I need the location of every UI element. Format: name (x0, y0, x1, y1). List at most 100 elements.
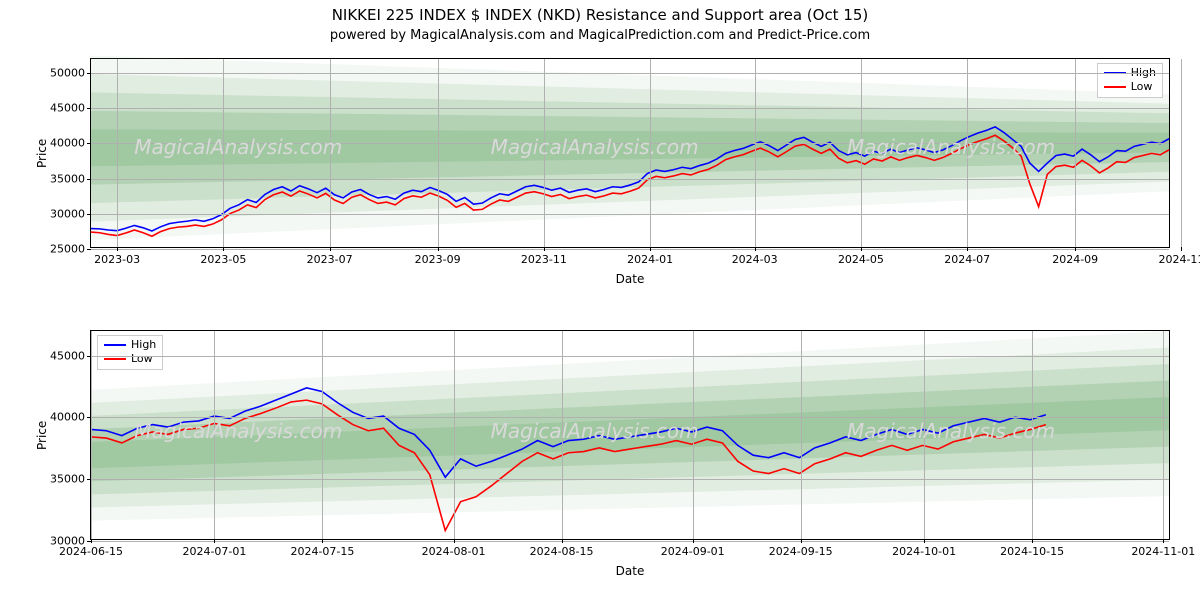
legend-label: Low (1131, 80, 1153, 94)
gridline (91, 331, 92, 539)
y-tick-mark (87, 73, 91, 74)
gridline (693, 331, 694, 539)
x-tick-label: 2024-09-15 (769, 545, 833, 558)
chart-title: NIKKEI 225 INDEX $ INDEX (NKD) Resistanc… (0, 6, 1200, 24)
gridline (322, 331, 323, 539)
y-tick-mark (87, 179, 91, 180)
y-tick-label: 50000 (50, 67, 85, 80)
y-tick-label: 25000 (50, 243, 85, 256)
x-tick-label: 2023-07 (307, 253, 353, 266)
top-legend: HighLow (1097, 63, 1163, 98)
x-tick-label: 2023-05 (200, 253, 246, 266)
top-y-axis-label: Price (35, 139, 49, 168)
legend-swatch (104, 358, 126, 360)
x-tick-mark (1163, 539, 1164, 543)
x-tick-mark (544, 247, 545, 251)
gridline (861, 59, 862, 247)
x-tick-label: 2024-03 (732, 253, 778, 266)
gridline (438, 59, 439, 247)
gridline (214, 331, 215, 539)
top-chart-svg (91, 59, 1169, 247)
x-tick-label: 2024-11-01 (1131, 545, 1195, 558)
x-tick-mark (91, 539, 92, 543)
y-tick-mark (87, 249, 91, 250)
gridline (91, 249, 1169, 250)
x-tick-mark (1075, 247, 1076, 251)
x-tick-label: 2024-10-15 (1000, 545, 1064, 558)
x-tick-label: 2023-09 (415, 253, 461, 266)
x-tick-label: 2023-03 (94, 253, 140, 266)
gridline (924, 331, 925, 539)
x-tick-mark (650, 247, 651, 251)
gridline (91, 143, 1169, 144)
gridline (1181, 59, 1182, 247)
y-tick-mark (87, 108, 91, 109)
gridline (967, 59, 968, 247)
x-tick-label: 2024-10-01 (892, 545, 956, 558)
gridline (91, 214, 1169, 215)
legend-label: High (131, 338, 156, 352)
gridline (91, 417, 1169, 418)
gridline (1075, 59, 1076, 247)
legend-item: Low (104, 352, 156, 366)
gridline (91, 541, 1169, 542)
legend-swatch (1104, 86, 1126, 88)
gridline (755, 59, 756, 247)
x-tick-mark (755, 247, 756, 251)
x-tick-label: 2024-11 (1158, 253, 1200, 266)
x-tick-mark (861, 247, 862, 251)
top-x-axis-label: Date (90, 272, 1170, 286)
x-tick-label: 2024-07-01 (182, 545, 246, 558)
y-tick-label: 45000 (50, 102, 85, 115)
bottom-chart-svg (91, 331, 1169, 539)
y-tick-label: 35000 (50, 172, 85, 185)
bottom-y-axis-label: Price (35, 421, 49, 450)
gridline (801, 331, 802, 539)
gridline (91, 108, 1169, 109)
x-tick-label: 2024-09-01 (661, 545, 725, 558)
gridline (454, 331, 455, 539)
gridline (91, 179, 1169, 180)
gridline (117, 59, 118, 247)
y-tick-label: 40000 (50, 137, 85, 150)
x-tick-mark (214, 539, 215, 543)
gridline (91, 356, 1169, 357)
gridline (330, 59, 331, 247)
x-tick-mark (967, 247, 968, 251)
x-tick-label: 2024-06-15 (59, 545, 123, 558)
gridline (223, 59, 224, 247)
top-chart-panel: HighLow 25000300003500040000450005000020… (90, 58, 1170, 248)
x-tick-mark (454, 539, 455, 543)
legend-item: Low (1104, 80, 1156, 94)
x-tick-label: 2024-07-15 (290, 545, 354, 558)
gridline (91, 73, 1169, 74)
x-tick-label: 2024-08-01 (422, 545, 486, 558)
legend-item: High (104, 338, 156, 352)
gridline (1032, 331, 1033, 539)
legend-swatch (104, 344, 126, 346)
y-tick-mark (87, 143, 91, 144)
gridline (91, 479, 1169, 480)
y-tick-label: 35000 (50, 473, 85, 486)
x-tick-mark (223, 247, 224, 251)
x-tick-label: 2023-11 (521, 253, 567, 266)
x-tick-mark (1032, 539, 1033, 543)
x-tick-mark (322, 539, 323, 543)
x-tick-mark (562, 539, 563, 543)
x-tick-mark (438, 247, 439, 251)
x-tick-mark (1181, 247, 1182, 251)
bottom-chart-panel: HighLow 300003500040000450002024-06-1520… (90, 330, 1170, 540)
x-tick-mark (801, 539, 802, 543)
bottom-legend: HighLow (97, 335, 163, 370)
x-tick-label: 2024-08-15 (530, 545, 594, 558)
x-tick-mark (924, 539, 925, 543)
gridline (1163, 331, 1164, 539)
x-tick-label: 2024-05 (838, 253, 884, 266)
y-tick-label: 40000 (50, 411, 85, 424)
chart-subtitle: powered by MagicalAnalysis.com and Magic… (0, 28, 1200, 43)
x-tick-label: 2024-09 (1052, 253, 1098, 266)
x-tick-mark (330, 247, 331, 251)
y-tick-label: 45000 (50, 349, 85, 362)
x-tick-label: 2024-01 (627, 253, 673, 266)
gridline (544, 59, 545, 247)
